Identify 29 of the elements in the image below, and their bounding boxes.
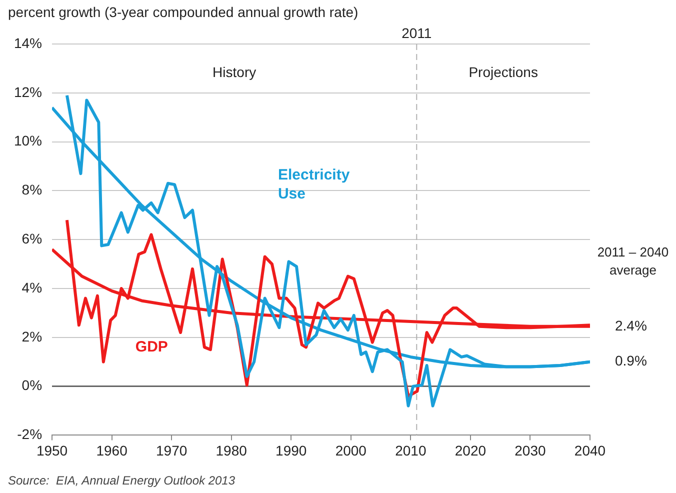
- y-tick-label: 10%: [14, 132, 42, 149]
- x-tick-label: 2030: [514, 442, 546, 458]
- x-tick-label: 1970: [156, 442, 188, 458]
- text: 2011 – 2040 average: [597, 244, 669, 278]
- source-note: Source: EIA, Annual Energy Outlook 2013: [8, 473, 236, 488]
- x-tick-label: 2010: [395, 442, 426, 458]
- annotation: History: [212, 64, 256, 80]
- y-tick-label: 14%: [14, 34, 42, 51]
- ref-line-label: 2011: [402, 24, 432, 41]
- series-label: GDP: [135, 338, 168, 356]
- x-tick-label: 2000: [335, 442, 367, 458]
- y-tick-label: 2%: [22, 328, 42, 344]
- x-tick-label: 1980: [216, 442, 248, 458]
- y-tick-label: 4%: [22, 279, 42, 296]
- y-tick-label: -2%: [17, 426, 42, 442]
- x-tick-label: 1990: [276, 442, 307, 458]
- text: Electricity Use: [278, 166, 350, 202]
- text: 0.9%: [615, 352, 647, 369]
- text: 2.4%: [615, 317, 647, 334]
- x-tick-label: 1960: [96, 442, 128, 458]
- annotation: Projections: [468, 64, 538, 80]
- x-tick-label: 2040: [574, 442, 606, 458]
- x-tick-label: 1950: [36, 442, 68, 458]
- y-tick-label: 0%: [22, 377, 42, 394]
- y-tick-label: 8%: [22, 182, 42, 198]
- y-tick-label: 6%: [22, 230, 42, 246]
- x-tick-label: 2020: [454, 442, 486, 458]
- y-axis-title: percent growth (3-year compounded annual growth rate): [8, 4, 358, 20]
- y-tick-label: 12%: [14, 84, 42, 100]
